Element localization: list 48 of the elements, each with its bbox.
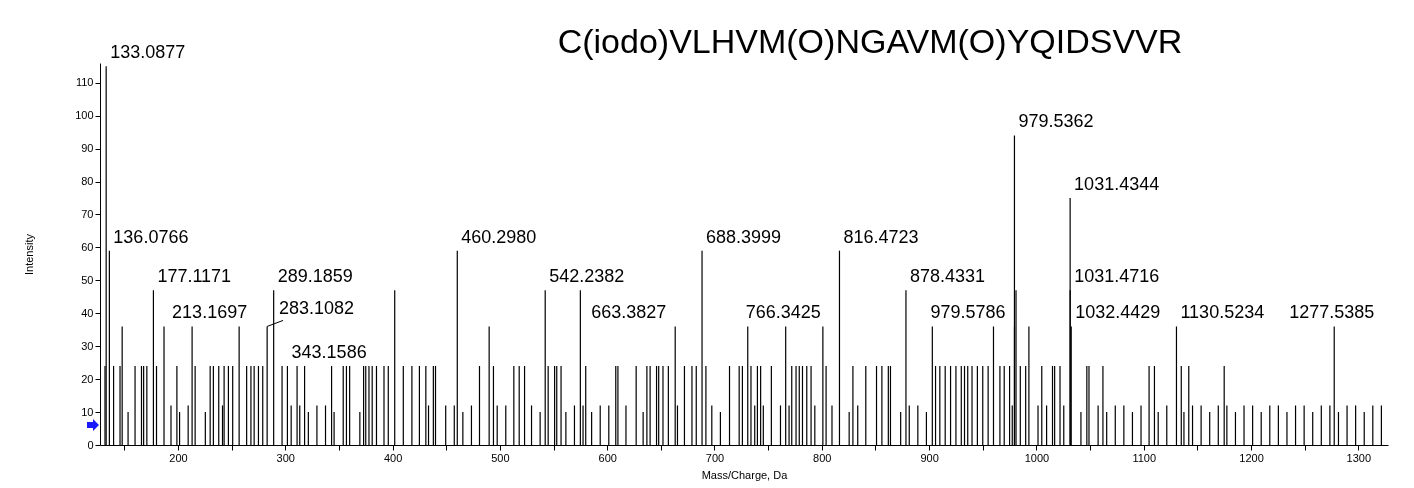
y-tick-label: 40	[81, 306, 94, 319]
chart-title: C(iodo)VLHVM(O)NGAVM(O)YQIDSVVR	[557, 22, 1183, 60]
y-tick-label: 90	[81, 142, 94, 155]
x-tick-label: 200	[169, 451, 188, 464]
x-tick-label: 400	[383, 451, 403, 464]
y-tick-label: 110	[75, 76, 94, 89]
annotation: 663.3827	[591, 302, 667, 323]
x-tick-label: 900	[920, 451, 939, 464]
y-tick-label: 60	[81, 240, 94, 253]
annotation: 1031.4344	[1074, 174, 1160, 195]
y-tick-label: 80	[81, 175, 94, 188]
annotation: 343.1586	[291, 341, 367, 362]
annotation: 878.4331	[909, 266, 986, 287]
annotation: 136.0766	[113, 226, 189, 247]
x-tick-label: 1200	[1239, 451, 1264, 464]
annotation: 283.1082	[279, 298, 355, 319]
x-tick-label: 600	[598, 451, 617, 464]
annotation: 1277.5385	[1289, 302, 1375, 323]
annotation: 688.3999	[706, 226, 782, 247]
annotation: 1130.5234	[1180, 302, 1265, 323]
annotation: 816.4723	[843, 226, 919, 247]
x-tick-label: 1000	[1024, 451, 1050, 464]
x-tick-label: 1100	[1132, 451, 1157, 464]
annotation: 979.5362	[1018, 111, 1094, 132]
x-tick-label: 800	[813, 451, 832, 464]
y-tick-label: 70	[81, 207, 94, 220]
annotation: 460.2980	[461, 226, 537, 247]
annotation: 289.1859	[277, 266, 353, 287]
annotation: 766.3425	[745, 302, 821, 323]
annotation: 979.5786	[930, 302, 1006, 323]
y-tick-label: 10	[81, 405, 94, 418]
y-axis-title: Intensity	[23, 233, 36, 275]
y-tick-label: 100	[75, 109, 94, 122]
annotation: 133.0877	[110, 42, 186, 63]
x-tick-label: 500	[491, 451, 510, 464]
y-tick-label: 0	[87, 438, 94, 451]
annotation: 177.1171	[157, 266, 232, 287]
x-tick-label: 1300	[1346, 451, 1372, 464]
annotation: 213.1697	[172, 302, 248, 323]
y-tick-label: 30	[81, 339, 94, 352]
y-tick-label: 20	[81, 372, 94, 385]
annotation: 1032.4429	[1075, 302, 1161, 323]
x-tick-label: 300	[276, 451, 295, 464]
y-tick-label: 50	[81, 273, 94, 286]
annotation: 542.2382	[549, 266, 625, 287]
x-tick-label: 700	[705, 451, 725, 464]
x-axis-title: Mass/Charge, Da	[701, 468, 789, 481]
annotation: 1031.4716	[1074, 266, 1160, 287]
